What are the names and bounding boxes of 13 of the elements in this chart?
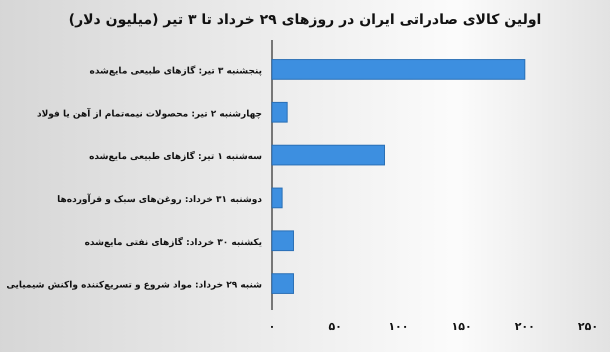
x-tick-label: ۵۰ bbox=[328, 320, 342, 333]
y-tick-label: دوشنبه ۳۱ خرداد: روغن‌های سبک و فرآورده‌ها bbox=[57, 192, 262, 205]
chart-title: اولین کالای صادراتی ایران در روزهای ۲۹ خرداد تا ۳ تیر (میلیون دلار) bbox=[68, 12, 542, 28]
y-tick-label: سه‌شنبه ۱ تیر: گازهای طبیعی مایع‌شده bbox=[89, 150, 262, 162]
y-tick-label: شنبه ۲۹ خرداد: مواد شروع و تسریع‌کننده واکنش شیمیایی bbox=[6, 280, 262, 291]
y-tick-label: پنجشنبه ۳ تیر: گازهای طبیعی مایع‌شده bbox=[90, 64, 262, 76]
x-tick-label: ۱۰۰ bbox=[388, 320, 408, 333]
x-tick-label: ۲۵۰ bbox=[578, 320, 598, 333]
y-tick-label: یکشنبه ۳۰ خرداد: گازهای نفتی مایع‌شده bbox=[84, 236, 262, 248]
x-tick-label: ۲۰۰ bbox=[514, 320, 535, 333]
x-tick-label: ۰ bbox=[268, 320, 276, 333]
y-tick-label: چهارشنبه ۲ تیر: محصولات نیمه‌تمام از آهن یا فولاد bbox=[36, 107, 262, 120]
x-tick-label: ۱۵۰ bbox=[452, 320, 472, 333]
